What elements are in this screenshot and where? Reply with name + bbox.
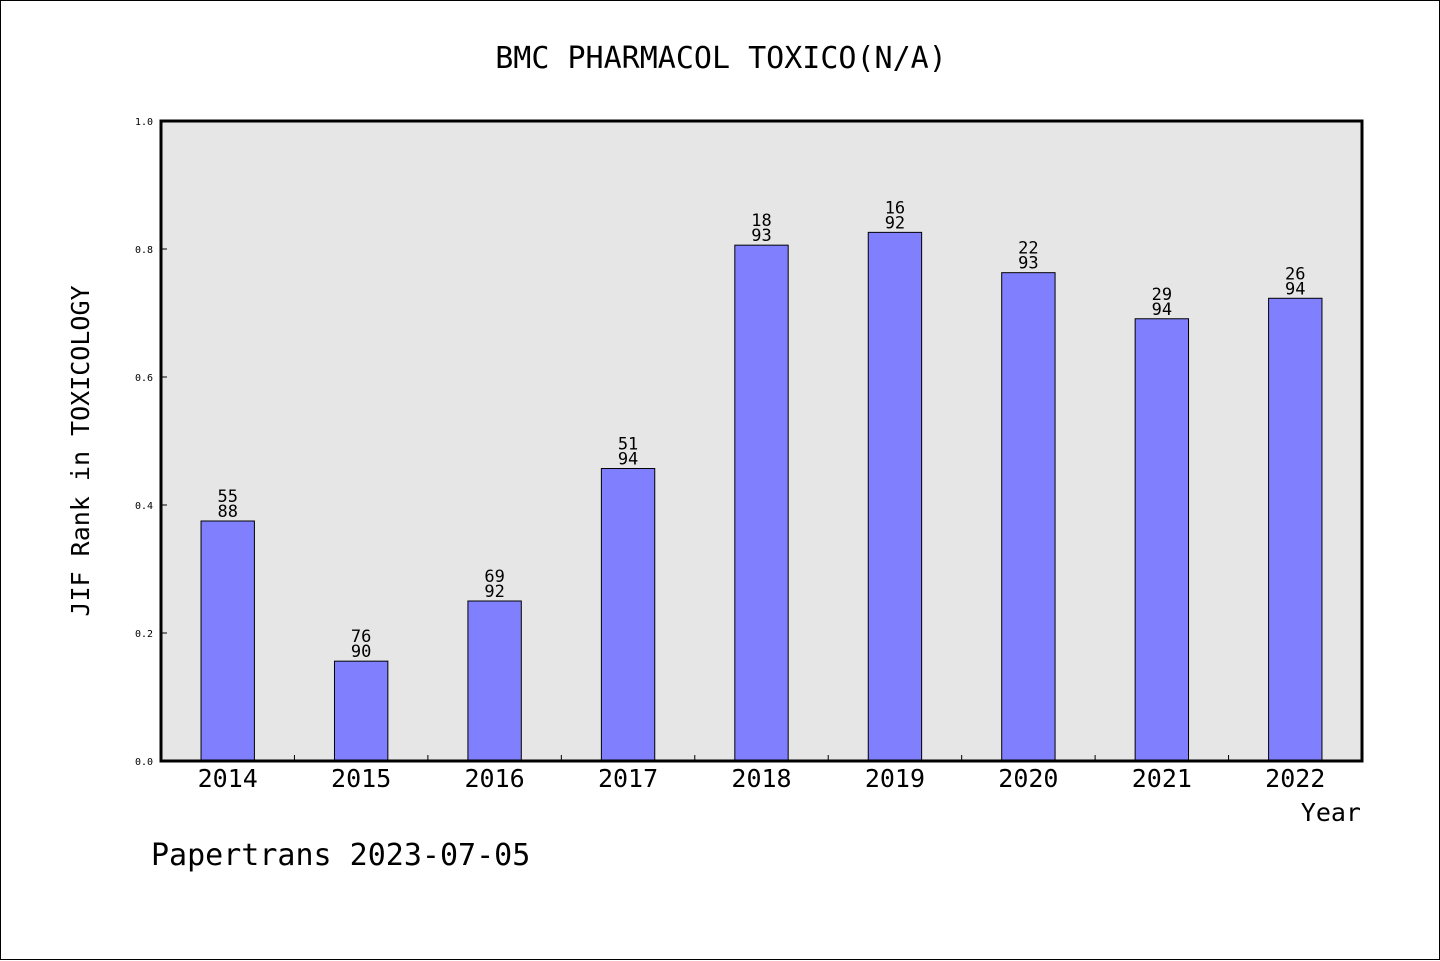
- bar-total-label: 94: [1152, 300, 1172, 320]
- bar-rank-label: 18: [751, 211, 771, 231]
- bar-total-label: 90: [351, 642, 371, 662]
- bars: [200, 231, 1323, 762]
- bar-total-label: 93: [751, 226, 771, 246]
- bar-rank-label: 51: [618, 435, 638, 455]
- y-tick-label: 1.0: [135, 117, 153, 128]
- y-tick-label: 0.0: [135, 757, 153, 768]
- bar-total-label: 92: [885, 213, 905, 233]
- x-tick-label: 2016: [465, 764, 525, 793]
- bar-2016: [467, 600, 522, 762]
- bar-total-label: 94: [618, 450, 638, 470]
- bar-total-label: 92: [484, 582, 504, 602]
- x-tick-label: 2020: [998, 764, 1058, 793]
- plot-frame: [159, 119, 1364, 763]
- x-tick-label: 2019: [865, 764, 925, 793]
- x-tick-label: 2018: [731, 764, 791, 793]
- y-tick-label: 0.2: [135, 629, 153, 640]
- bar-total-label: 94: [1285, 279, 1305, 299]
- bar-2021: [1134, 318, 1190, 762]
- bar-2022: [1268, 297, 1323, 762]
- bar-rank-label: 29: [1152, 285, 1172, 305]
- bar-2019: [867, 231, 923, 762]
- bar-2015: [333, 660, 389, 762]
- bar-2014: [200, 520, 255, 762]
- bar-rank-label: 26: [1285, 264, 1305, 284]
- y-tick-label: 0.6: [135, 373, 153, 384]
- y-tick-label: 0.8: [135, 245, 153, 256]
- x-tick-label: 2021: [1132, 764, 1192, 793]
- x-tick-label: 2022: [1265, 764, 1325, 793]
- footer-credit: Papertrans 2023-07-05: [151, 838, 530, 873]
- y-tick-label: 0.4: [135, 501, 153, 512]
- bar-rank-label: 55: [217, 487, 237, 507]
- x-axis: 2014 2015 2016 2017 2018 2019 2020 2021 2022: [198, 755, 1325, 793]
- x-tick-label: 2017: [598, 764, 658, 793]
- bar-2018: [734, 244, 789, 762]
- bar-2020: [1001, 272, 1056, 762]
- x-axis-label: Year: [1301, 798, 1361, 827]
- x-tick-label: 2014: [198, 764, 258, 793]
- chart-title: BMC PHARMACOL TOXICO(N/A): [495, 41, 947, 76]
- bar-total-label: 93: [1018, 254, 1038, 274]
- x-tick-label: 2015: [331, 764, 391, 793]
- y-axis-label: JIF Rank in TOXICOLOGY: [66, 285, 95, 616]
- bar-rank-label: 69: [484, 567, 504, 587]
- bar-total-label: 88: [217, 502, 237, 522]
- bar-2017: [600, 468, 656, 762]
- bar-rank-label: 22: [1018, 239, 1038, 259]
- bar-rank-label: 16: [885, 198, 905, 218]
- bar-rank-label: 76: [351, 627, 371, 647]
